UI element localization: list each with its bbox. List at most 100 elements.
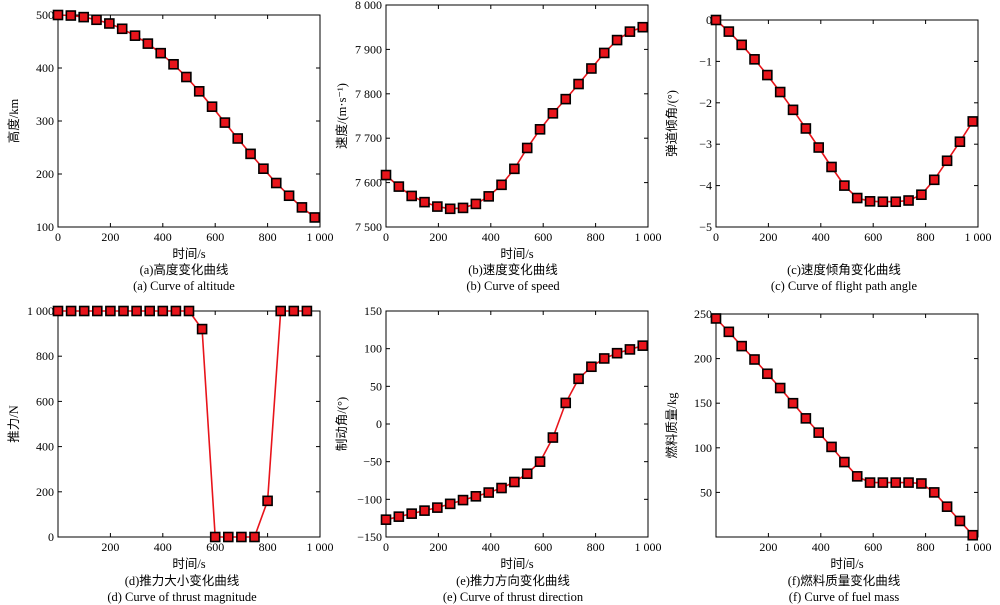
axes-frame [385,4,649,228]
y-tick-label: −1 [699,54,712,68]
y-axis-label: 高度/km [6,99,21,144]
caption-en: (a) Curve of altitude [133,279,235,293]
x-tick-label: 200 [759,540,777,554]
data-point [52,305,64,317]
y-tick-label: 800 [36,349,54,363]
y-tick-label: 500 [36,8,54,22]
data-point [283,190,295,202]
data-point [903,195,914,206]
chart-panel-thrust-magnitude: 200 400 600 800 1 000 0 200 400 600 800 1 000 时间/s 推… [0,300,334,605]
x-axis-label: 时间/s [500,557,533,571]
data-point [611,34,623,46]
caption-en: (e) Curve of thrust direction [442,590,584,604]
x-tick-label: 400 [812,540,830,554]
data-point [534,456,546,467]
data-point [288,305,300,317]
data-point [573,78,584,90]
data-point [432,502,443,513]
caption-flight-path-angle: (c)速度倾角变化曲线 (c) Curve of flight path ang… [684,262,1000,294]
x-tick-label: 1 000 [965,540,992,554]
data-point [245,148,256,160]
data-point [104,18,115,29]
data-point [560,93,572,105]
y-tick-label: 0 [376,417,382,431]
y-tick-label: 150 [364,304,382,318]
data-point [723,26,735,37]
data-point [851,471,863,482]
data-point [142,38,154,49]
caption-cn: (f)燃料质量变化曲线 [787,574,901,588]
y-tick-label: −4 [699,179,712,193]
data-point [232,133,244,144]
data-point [236,531,247,543]
y-tick-label: 250 [694,307,712,321]
chart-thrust-magnitude: 200 400 600 800 1 000 0 200 400 600 800 1 000 时间/s 推… [7,304,334,571]
x-tick-label: 600 [534,540,552,554]
data-point [941,155,953,167]
data-point [851,192,863,204]
x-tick-label: 1 000 [307,230,334,244]
data-point [262,495,273,507]
x-tick-label: 200 [429,230,447,244]
chart-panel-speed: 0 200 400 600 800 1 000 7 500 7 600 7 700 7 800 7 … [333,0,666,300]
x-tick-label: 200 [101,540,119,554]
data-point [92,305,103,317]
x-tick-label: 1 000 [965,230,992,244]
x-tick-label: 0 [713,230,719,244]
data-point [547,108,559,119]
data-point [116,23,128,35]
data-point [637,340,649,351]
x-tick-label: 600 [864,540,882,554]
y-axis-label: 推力/N [7,405,21,443]
x-tick-label: 1 000 [635,230,662,244]
data-point [864,196,876,207]
x-tick-label: 800 [259,230,277,244]
x-axis-label: 时间/s [172,247,205,261]
x-tick-label: 600 [864,230,882,244]
caption-en: (d) Curve of thrust magnitude [107,590,257,604]
y-tick-label: 0 [706,13,712,27]
data-point [762,69,773,81]
data-point [406,190,417,202]
data-point [611,347,623,359]
y-tick-label: 8 000 [355,0,382,12]
x-tick-label: 400 [812,230,830,244]
y-tick-label: −2 [699,96,712,110]
data-point [496,179,507,191]
data-point [637,21,649,33]
data-point [301,305,313,317]
data-point [270,177,282,189]
data-point [890,196,902,208]
data-point [598,47,610,59]
data-point [105,305,116,317]
series-line [715,19,974,203]
caption-thrust-magnitude: (d)推力大小变化曲线 (d) Curve of thrust magnitud… [22,573,342,605]
data-point [309,212,321,223]
chart-fuel-mass: 200 400 600 800 1 000 50 100 150 200 250 时间/s 燃料质量/… [664,307,992,571]
y-tick-label: 1 000 [27,304,54,318]
data-point [432,201,443,212]
x-tick-label: 400 [154,540,172,554]
x-tick-label: 800 [917,230,935,244]
caption-cn: (b)速度变化曲线 [468,263,558,277]
data-point [457,494,469,506]
y-tick-label: 100 [694,441,712,455]
caption-thrust-direction: (e)推力方向变化曲线 (e) Curve of thrust directio… [353,573,673,605]
y-tick-label: 200 [36,167,54,181]
data-point [483,487,495,498]
data-point [736,340,747,352]
x-tick-label: 1 000 [635,540,662,554]
x-tick-label: 400 [154,230,172,244]
y-tick-label: 100 [36,220,54,234]
data-point [157,305,169,317]
y-tick-label: −150 [357,530,382,544]
data-point [928,174,940,186]
y-tick-label: 600 [36,394,54,408]
y-tick-label: −3 [699,137,712,151]
data-point [598,353,610,364]
chart-panel-thrust-direction: 0 200 400 600 800 1 000 −150 −100 −50 0 50 100 150 时间… [333,300,666,605]
axes-frame [385,310,649,538]
data-point [521,142,533,154]
y-tick-label: 400 [36,440,54,454]
y-tick-label: 100 [364,342,382,356]
